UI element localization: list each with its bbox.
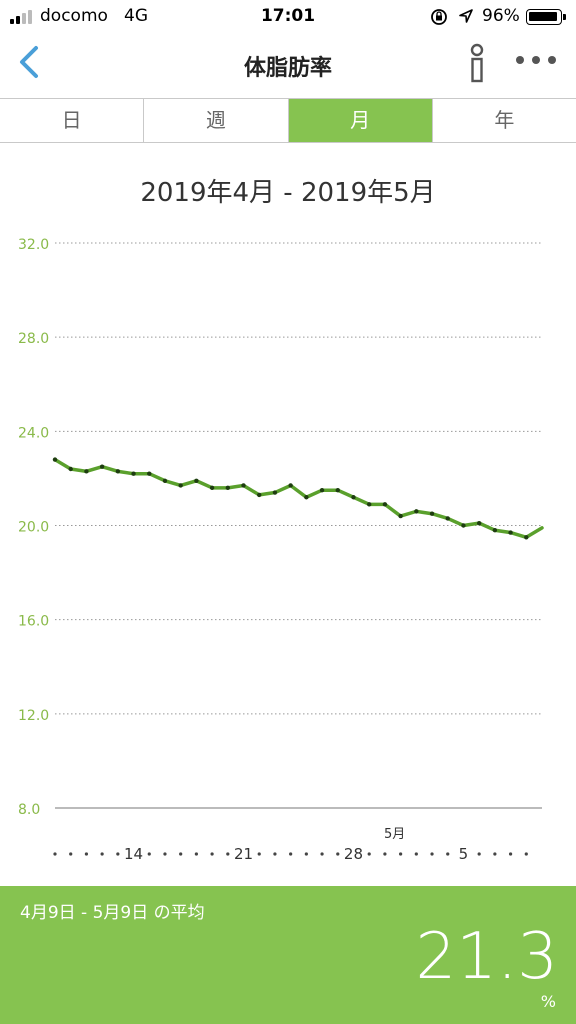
orientation-lock-icon	[431, 9, 447, 25]
network-type: 4G	[124, 6, 148, 26]
y-tick-label: 24.0	[18, 425, 49, 441]
x-tick-dot	[226, 852, 230, 856]
x-tick-label: 28	[344, 845, 363, 863]
data-point	[131, 471, 136, 476]
data-point	[194, 478, 199, 483]
tab-week[interactable]: 週	[144, 99, 289, 142]
x-tick-dot	[179, 852, 183, 856]
x-tick-dot	[430, 852, 434, 856]
tab-year[interactable]: 年	[494, 108, 515, 132]
series-line	[53, 457, 544, 540]
y-tick-label: 28.0	[18, 331, 49, 347]
x-tick-dot	[320, 852, 324, 856]
data-point	[398, 513, 403, 519]
battery-icon	[526, 9, 566, 25]
signal-icon	[10, 10, 34, 24]
data-point	[304, 495, 309, 500]
data-point	[52, 457, 58, 462]
x-tick-dot	[210, 852, 214, 856]
x-tick-dot	[289, 852, 293, 856]
x-tick-dot	[147, 852, 151, 856]
data-point	[272, 490, 278, 495]
data-point	[524, 535, 529, 540]
line-chart: 32.0 28.0 24.0 20.0 16.0 12.0 8.0 14 21 28 5 5月	[18, 237, 544, 863]
body-fat-chart: 32.0 28.0 24.0 20.0 16.0 12.0 8.0 14 21 28 5 5月	[0, 225, 576, 875]
y-tick-label: 8.0	[18, 802, 40, 818]
data-point	[288, 483, 293, 488]
data-point	[461, 523, 466, 528]
info-icon[interactable]	[466, 42, 488, 84]
data-point	[99, 464, 105, 469]
x-tick-dot	[383, 852, 387, 856]
x-tick-label: 5	[459, 845, 469, 863]
month-marker-label: 5月	[384, 827, 405, 842]
x-tick-dot	[446, 852, 450, 856]
location-icon	[459, 9, 473, 23]
tab-month[interactable]: 月	[288, 99, 433, 142]
x-tick-dot	[414, 852, 418, 856]
x-tick-dot	[524, 852, 528, 856]
x-tick-dot	[508, 852, 513, 856]
y-tick-label: 12.0	[18, 708, 49, 724]
data-point	[351, 495, 356, 500]
x-tick-label: 21	[234, 845, 253, 863]
data-point	[178, 483, 183, 488]
period-tabs: 日 週 月 年	[0, 98, 576, 143]
data-point	[209, 485, 215, 491]
x-tick-dot	[163, 852, 167, 856]
data-point	[68, 466, 73, 472]
data-point	[319, 487, 325, 493]
x-tick-dot	[84, 852, 89, 856]
data-point	[382, 502, 388, 507]
average-value: 21.3	[415, 920, 559, 994]
average-period-label: 4月9日 - 5月9日 の平均	[20, 903, 205, 923]
x-tick-dot	[100, 852, 104, 856]
x-tick-dot	[53, 852, 57, 856]
data-point	[225, 485, 231, 491]
data-point	[335, 487, 340, 493]
carrier-name: docomo	[40, 6, 108, 26]
back-chevron-icon[interactable]	[12, 40, 52, 84]
x-tick-dot	[399, 852, 403, 856]
date-range-title: 2019年4月 - 2019年5月	[140, 178, 436, 208]
x-tick-dot	[257, 852, 261, 856]
y-tick-label: 20.0	[18, 520, 49, 536]
data-point	[257, 492, 262, 498]
page-title: 体脂肪率	[243, 56, 332, 81]
data-point	[162, 478, 168, 483]
x-tick-dot	[194, 852, 198, 856]
data-point	[84, 469, 89, 474]
average-summary-panel: 4月9日 - 5月9日 の平均 21.3 %	[0, 886, 576, 1024]
x-tick-dot	[69, 852, 73, 856]
y-tick-label: 16.0	[18, 614, 49, 630]
status-bar: docomo 4G 17:01 96%	[0, 0, 576, 34]
x-tick-dot	[273, 852, 277, 856]
data-point	[445, 516, 450, 521]
x-tick-dot	[116, 852, 120, 856]
battery-percent: 96%	[482, 6, 520, 26]
data-point	[476, 520, 482, 526]
more-icon[interactable]	[514, 48, 558, 72]
data-point	[429, 511, 435, 516]
x-tick-dot	[367, 852, 371, 856]
data-point	[508, 530, 513, 535]
average-unit: %	[540, 992, 556, 1011]
status-time: 17:01	[260, 6, 316, 26]
x-tick-dot	[493, 852, 497, 856]
data-point	[241, 483, 246, 488]
data-point	[414, 509, 419, 514]
x-tick-dot	[304, 852, 308, 856]
data-point	[366, 502, 372, 507]
x-tick-dot	[336, 852, 340, 856]
tab-day[interactable]: 日	[0, 99, 145, 142]
data-point	[492, 528, 498, 533]
x-tick-label: 14	[124, 845, 143, 863]
x-tick-dot	[477, 852, 481, 856]
data-point	[147, 471, 152, 476]
data-point	[115, 469, 121, 474]
y-tick-label: 32.0	[18, 237, 49, 253]
nav-bar: 体脂肪率	[0, 34, 576, 98]
